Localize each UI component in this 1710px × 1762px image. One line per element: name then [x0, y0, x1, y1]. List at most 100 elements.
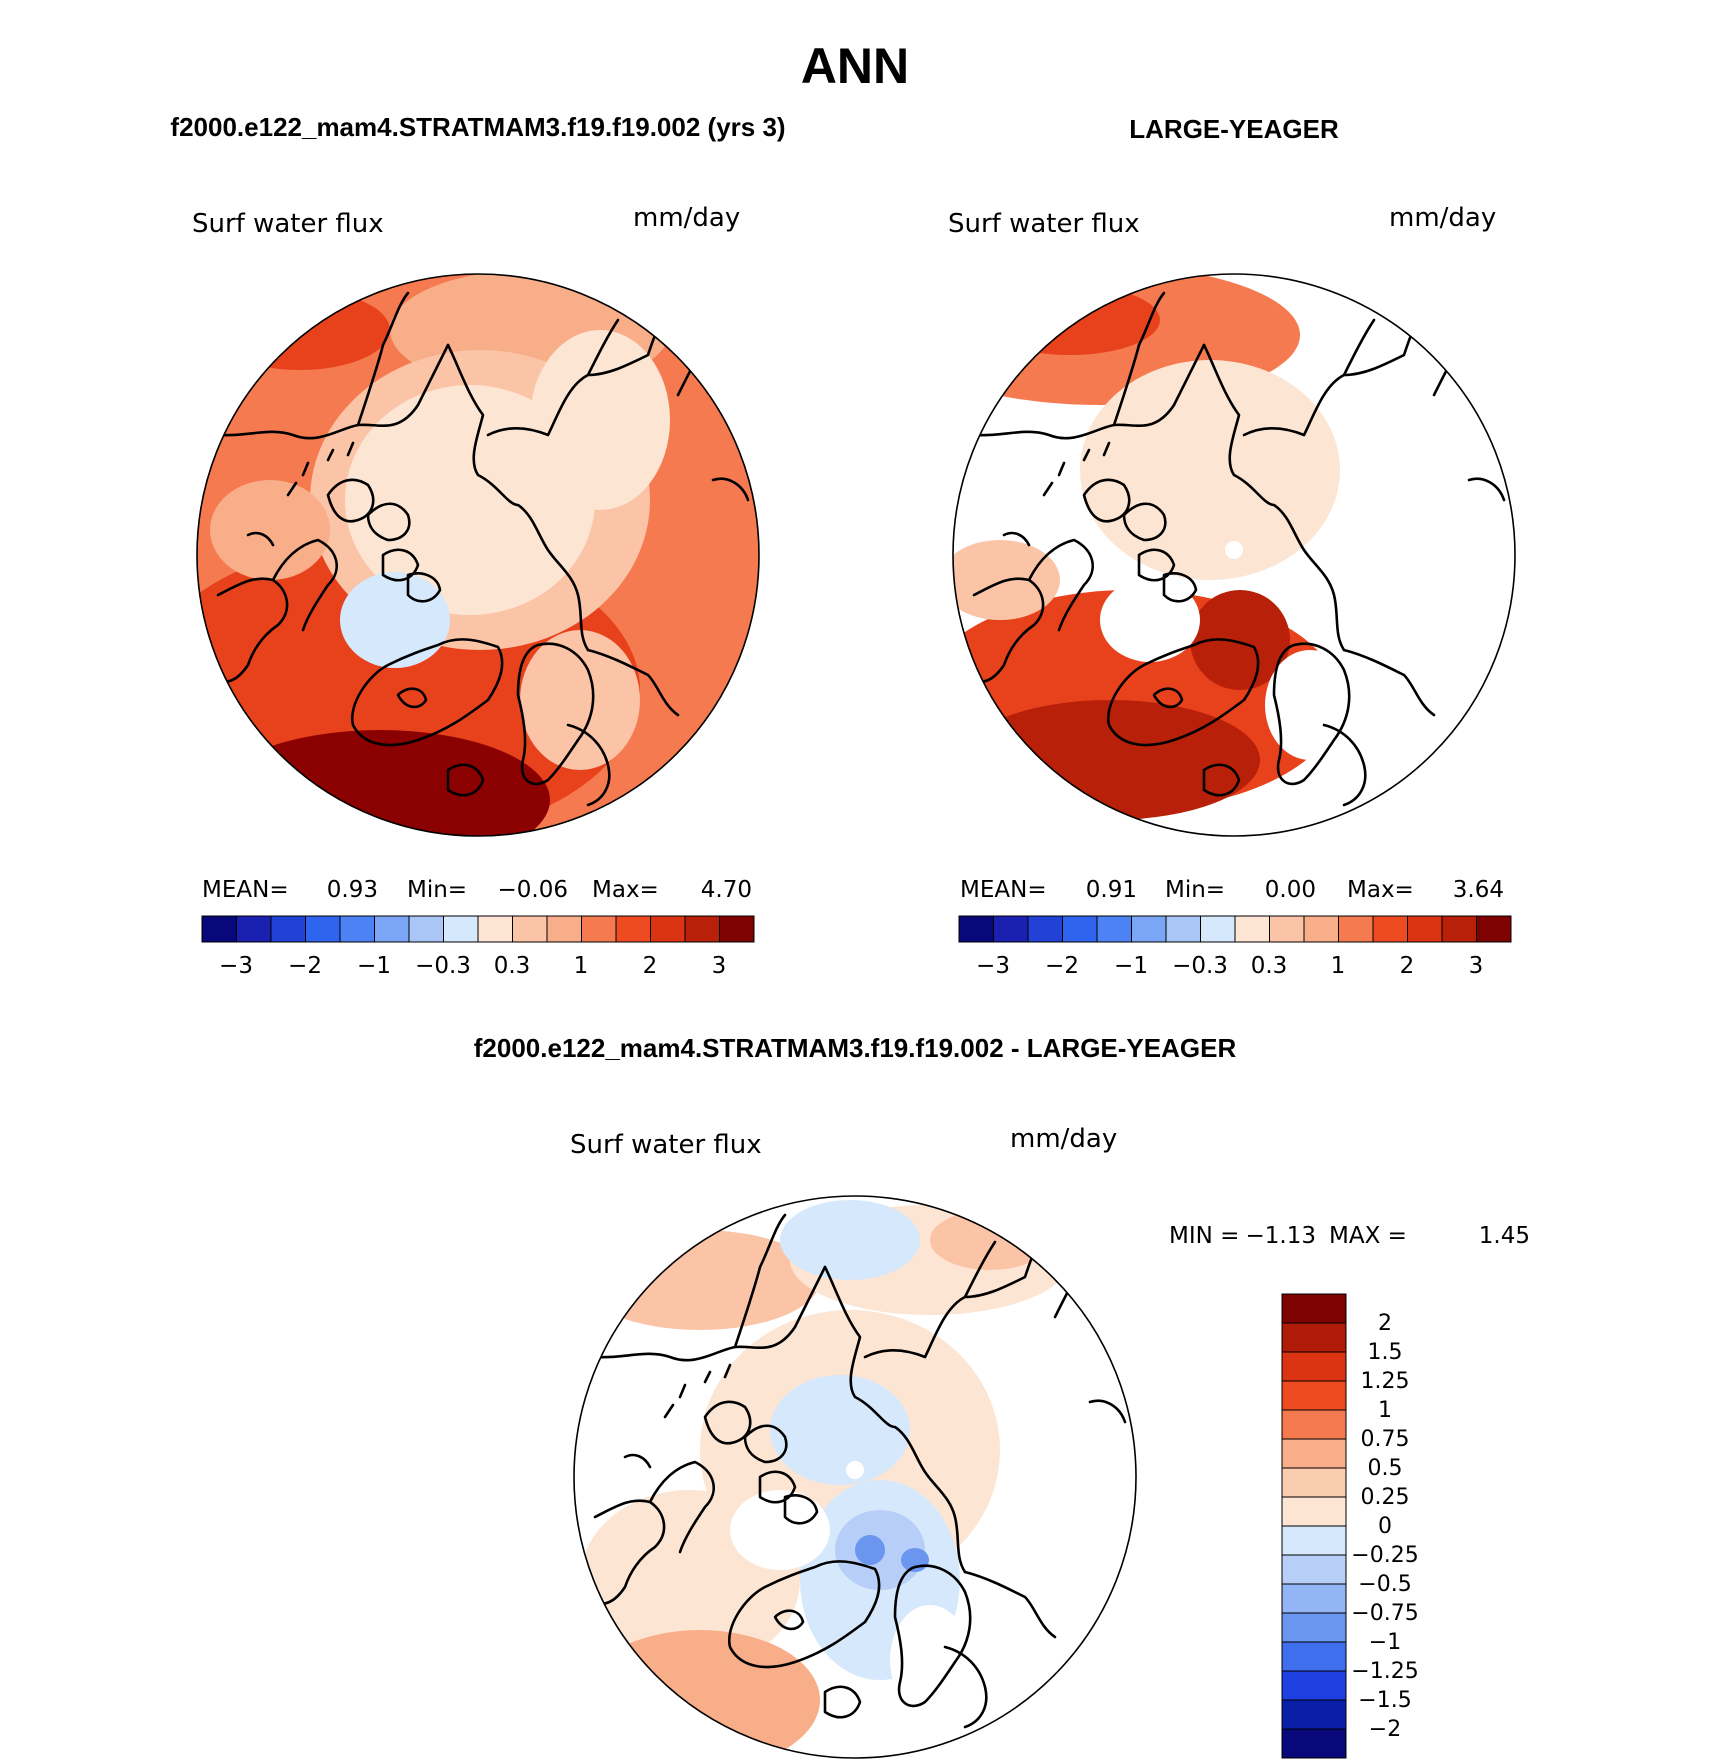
- colorbar-swatch: [1303, 915, 1339, 943]
- min-value: −0.06: [498, 877, 568, 903]
- colorbar-swatch: [684, 915, 720, 943]
- colorbar-swatch: [1269, 915, 1305, 943]
- cbar-tick-label: 1: [574, 953, 589, 979]
- colorbar-swatch: [1281, 1699, 1347, 1730]
- colorbar-swatch: [1281, 1612, 1347, 1643]
- colorbar-swatch: [1281, 1583, 1347, 1614]
- colorbar-swatch: [1281, 1670, 1347, 1701]
- min-label: Min=: [1165, 877, 1225, 903]
- colorbar-swatch: [1281, 1467, 1347, 1498]
- cbar-tick-label: −2: [1045, 953, 1079, 979]
- units-label: mm/day: [633, 203, 740, 233]
- colorbar-swatch: [546, 915, 582, 943]
- colorbar-swatch: [1027, 915, 1063, 943]
- map-boundary: [573, 1195, 1137, 1759]
- panel-obs: Surf water flux mm/day MEAN= 0.91 Min= 0…: [948, 203, 1516, 979]
- colorbar-ticks-model: −3 −2 −1 −0.3 0.3 1 2 3: [219, 953, 726, 979]
- colorbar-swatch: [201, 915, 237, 943]
- colorbar-swatch: [1281, 1293, 1347, 1324]
- min-value: 0.00: [1265, 877, 1316, 903]
- colorbar-swatch: [958, 915, 994, 943]
- colorbar-model: [201, 915, 755, 943]
- cbar-tick-label: 1.5: [1368, 1340, 1403, 1365]
- max-label: Max=: [1347, 877, 1414, 903]
- colorbar-swatch: [1131, 915, 1167, 943]
- colorbar-swatch: [408, 915, 444, 943]
- cbar-tick-label: −0.5: [1358, 1572, 1411, 1597]
- polar-map-model: [197, 274, 759, 836]
- colorbar-swatch: [236, 915, 272, 943]
- colorbar-swatch: [1476, 915, 1512, 943]
- max-value: 3.64: [1453, 877, 1504, 903]
- cbar-tick-label: 3: [1469, 953, 1484, 979]
- colorbar-swatch: [1234, 915, 1270, 943]
- cbar-tick-label: 0.25: [1361, 1485, 1410, 1510]
- polar-map-diff: [574, 1196, 1136, 1758]
- cbar-tick-label: 2: [1400, 953, 1415, 979]
- colorbar-swatch: [270, 915, 306, 943]
- colorbar-swatch: [1281, 1438, 1347, 1469]
- cbar-tick-label: 0.5: [1368, 1456, 1403, 1481]
- cbar-tick-label: 1.25: [1361, 1369, 1410, 1394]
- colorbar-swatch: [305, 915, 341, 943]
- cbar-tick-label: −1: [1114, 953, 1148, 979]
- panel-title-diff: f2000.e122_mam4.STRATMAM3.f19.f19.002 - …: [474, 1033, 1237, 1063]
- cbar-tick-label: −1: [1369, 1630, 1401, 1655]
- cbar-tick-label: 1: [1331, 953, 1346, 979]
- colorbar-obs: [958, 915, 1512, 943]
- colorbar-swatch: [477, 915, 513, 943]
- cbar-tick-label: −1: [357, 953, 391, 979]
- variable-label: Surf water flux: [192, 209, 384, 239]
- colorbar-swatch: [1281, 1554, 1347, 1585]
- colorbar-swatch: [1441, 915, 1477, 943]
- mean-label: MEAN=: [202, 877, 289, 903]
- panel-title-model: f2000.e122_mam4.STRATMAM3.f19.f19.002 (y…: [170, 112, 785, 142]
- colorbar-ticks-diff: 2 1.5 1.25 1 0.75 0.5 0.25 0 −0.25 −0.5 …: [1351, 1311, 1418, 1742]
- colorbar-swatch: [1338, 915, 1374, 943]
- colorbar-swatch: [374, 915, 410, 943]
- colorbar-swatch: [1281, 1496, 1347, 1527]
- main-title: ANN: [801, 38, 909, 94]
- units-label: mm/day: [1010, 1124, 1117, 1154]
- cbar-tick-label: −2: [288, 953, 322, 979]
- colorbar-ticks-obs: −3 −2 −1 −0.3 0.3 1 2 3: [976, 953, 1483, 979]
- cbar-tick-label: 2: [643, 953, 658, 979]
- cbar-tick-label: 0.3: [494, 953, 531, 979]
- colorbar-swatch: [615, 915, 651, 943]
- panel-diff: Surf water flux mm/day MIN = −1.13 MAX =…: [570, 1124, 1530, 1759]
- colorbar-swatch: [1281, 1409, 1347, 1440]
- max-label: Max=: [592, 877, 659, 903]
- colorbar-swatch: [1165, 915, 1201, 943]
- cbar-tick-label: 1: [1378, 1398, 1392, 1423]
- cbar-tick-label: 0: [1378, 1514, 1392, 1539]
- max-label: MAX =: [1329, 1223, 1407, 1249]
- colorbar-swatch: [581, 915, 617, 943]
- min-label: MIN =: [1169, 1223, 1239, 1249]
- colorbar-swatch: [339, 915, 375, 943]
- colorbar-swatch: [1281, 1641, 1347, 1672]
- cbar-tick-label: 3: [712, 953, 727, 979]
- cbar-tick-label: −3: [219, 953, 253, 979]
- max-value: 4.70: [701, 877, 752, 903]
- colorbar-swatch: [1281, 1322, 1347, 1353]
- mean-value: 0.91: [1086, 877, 1137, 903]
- mean-value: 0.93: [327, 877, 378, 903]
- units-label: mm/day: [1389, 203, 1496, 233]
- colorbar-swatch: [512, 915, 548, 943]
- mean-label: MEAN=: [960, 877, 1047, 903]
- min-label: Min=: [407, 877, 467, 903]
- colorbar-swatch: [1096, 915, 1132, 943]
- map-boundary: [952, 273, 1516, 837]
- colorbar-swatch: [719, 915, 755, 943]
- colorbar-swatch: [1200, 915, 1236, 943]
- colorbar-swatch: [1062, 915, 1098, 943]
- cbar-tick-label: −3: [976, 953, 1010, 979]
- cbar-tick-label: 0.3: [1251, 953, 1288, 979]
- polar-map-obs: [953, 274, 1515, 836]
- colorbar-diff: [1281, 1293, 1347, 1759]
- colorbar-swatch: [1281, 1728, 1347, 1759]
- cbar-tick-label: −2: [1369, 1717, 1401, 1742]
- panel-title-obs: LARGE-YEAGER: [1129, 114, 1339, 144]
- colorbar-swatch: [1281, 1525, 1347, 1556]
